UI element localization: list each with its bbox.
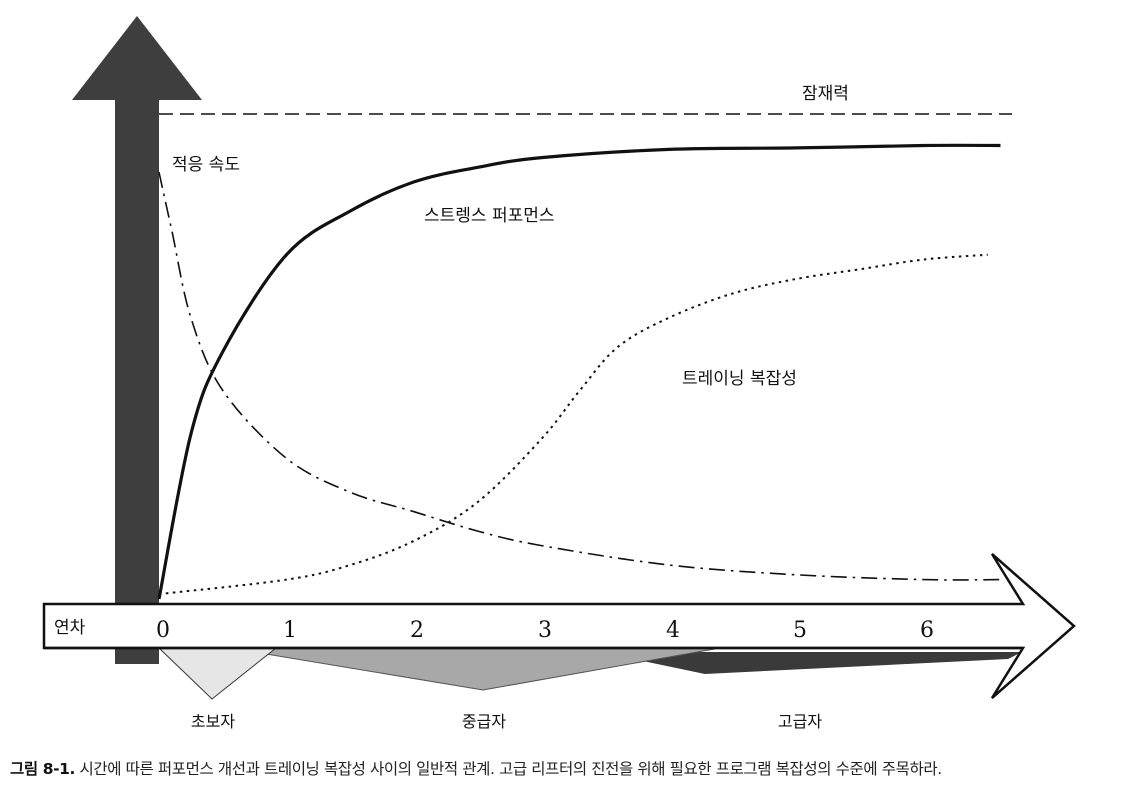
x-tick-1: 1: [283, 618, 297, 643]
x-tick-6: 6: [920, 618, 934, 643]
series-line-adaptation-rate: [158, 172, 1001, 581]
levels: [157, 647, 1022, 700]
figure-caption: 그림 8-1. 시간에 따른 퍼포먼스 개선과 트레이닝 복잡성 사이의 일반적…: [10, 757, 1110, 779]
x-tick-5: 5: [793, 618, 807, 643]
series-line-strength-performance: [157, 143, 1001, 600]
x-tick-4: 4: [666, 618, 680, 643]
level-intermediate: [229, 647, 721, 691]
x-tick-2: 2: [410, 618, 424, 643]
y-axis-shaft: [115, 100, 159, 664]
series-line-training-complexity: [158, 253, 988, 596]
y-axis-arrowhead: [72, 16, 202, 100]
x-tick-3: 3: [538, 618, 552, 643]
level-label-novice: 초보자: [191, 712, 235, 731]
level-novice: [157, 647, 278, 700]
level-label-intermediate: 중급자: [462, 712, 506, 731]
complexity-label: 트레이닝 복잡성: [682, 369, 797, 389]
level-label-advanced: 고급자: [778, 712, 822, 731]
level-advanced: [600, 652, 1022, 674]
x-axis-label: 연차: [54, 618, 86, 638]
strength-label: 스트렝스 퍼포먼스: [424, 206, 555, 226]
x-axis-arrow: [42, 553, 1076, 699]
caption-number: 그림 8-1.: [10, 760, 76, 778]
potential-label: 잠재력: [802, 84, 849, 104]
caption-text: 시간에 따른 퍼포먼스 개선과 트레이닝 복잡성 사이의 일반적 관계. 고급 …: [75, 760, 943, 778]
y-axis-arrow: [72, 16, 202, 664]
adaptation-label: 적응 속도: [172, 155, 240, 175]
x-tick-0: 0: [156, 618, 170, 643]
